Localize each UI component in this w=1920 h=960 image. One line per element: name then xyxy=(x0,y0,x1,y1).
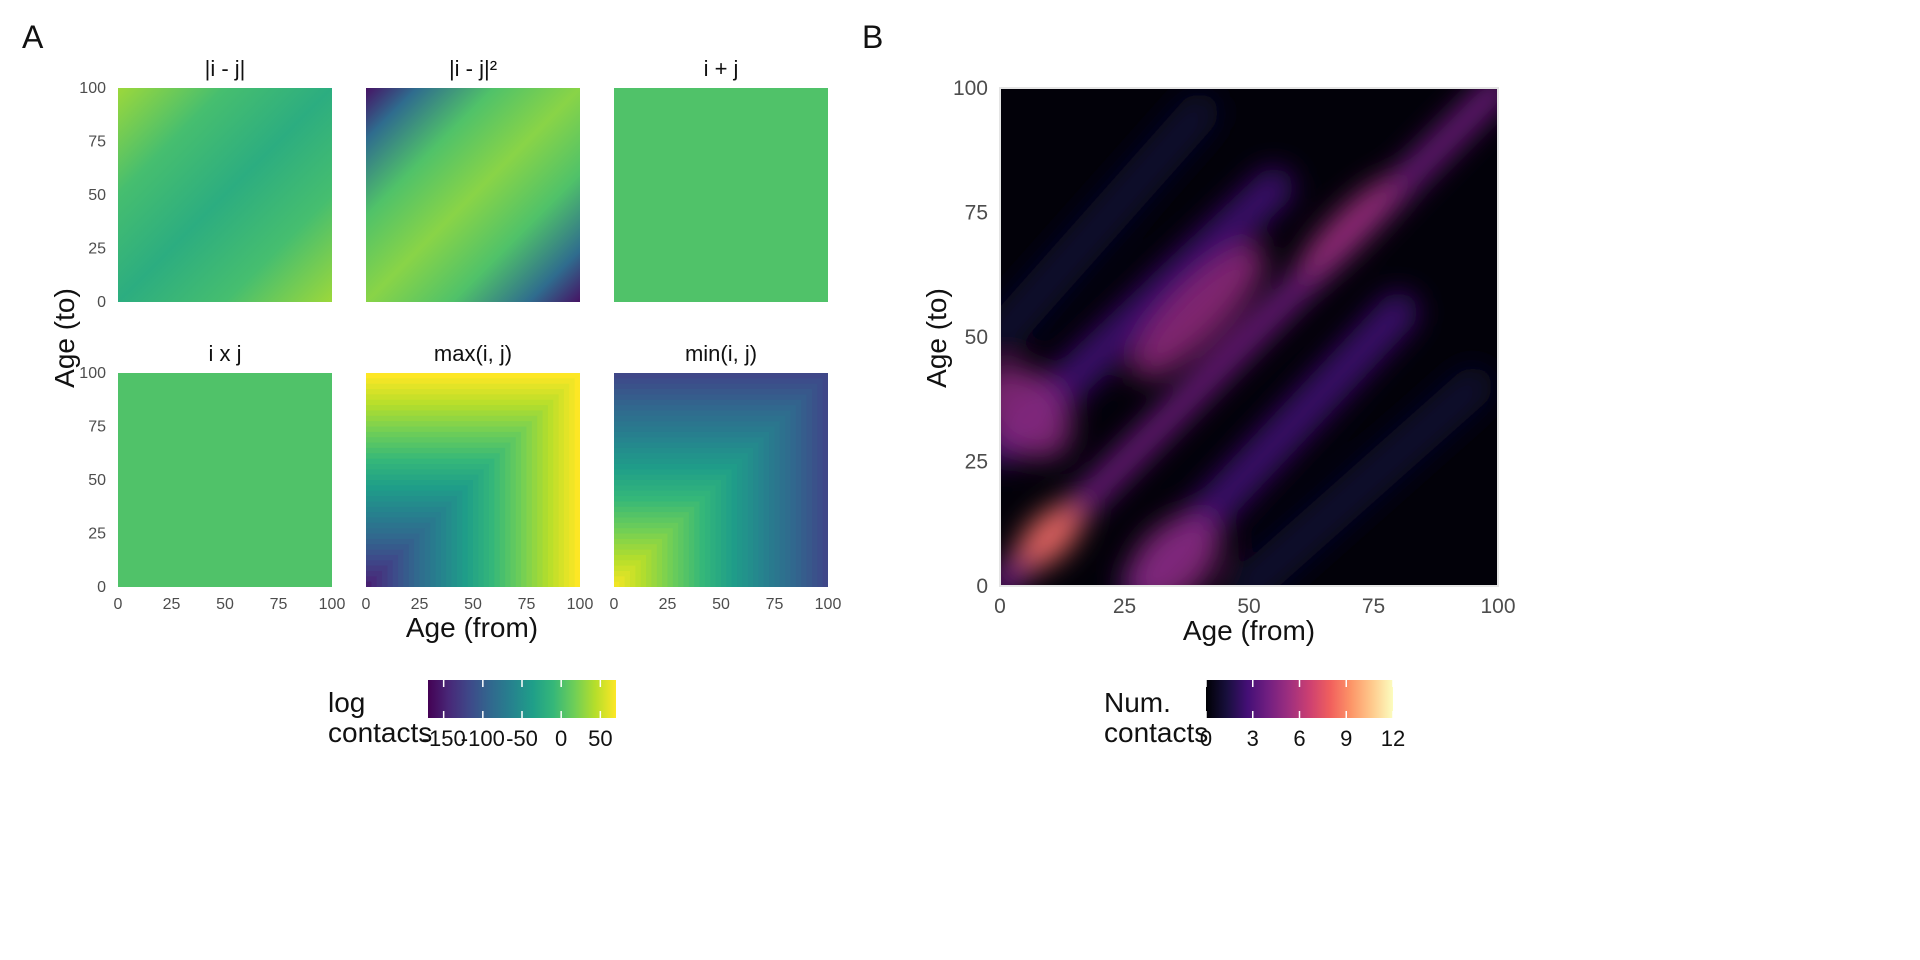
contact-hotspot xyxy=(1297,176,1400,279)
colorbar-tick-label: 6 xyxy=(1293,726,1305,751)
heatmap-band xyxy=(366,581,372,587)
heatmap-tile xyxy=(366,88,580,302)
x-tick-label: 75 xyxy=(518,596,536,613)
y-tick-label: 0 xyxy=(97,294,106,311)
x-tick-label: 100 xyxy=(1480,595,1515,618)
heatmap-tile xyxy=(614,88,828,302)
x-tick-label: 50 xyxy=(216,596,234,613)
x-tick-label: 0 xyxy=(610,596,619,613)
colorbar-tick-label: -150 xyxy=(422,726,466,751)
y-tick-label: 0 xyxy=(97,579,106,596)
y-tick-label: 50 xyxy=(965,326,988,349)
y-tick-label: 25 xyxy=(965,451,988,474)
x-tick-label: 100 xyxy=(319,596,346,613)
x-tick-label: 50 xyxy=(1237,595,1260,618)
facet-4: max(i, j) 0 25 50 75 100 xyxy=(362,341,594,613)
facet-1: |i - j|² xyxy=(366,56,580,302)
x-tick-label: 0 xyxy=(114,596,123,613)
contact-band xyxy=(1229,366,1494,586)
y-tick-label: 100 xyxy=(79,80,106,97)
y-tick-label: 25 xyxy=(88,526,106,543)
y-tick-label: 100 xyxy=(79,365,106,382)
y-axis-label: Age (to) xyxy=(921,288,952,388)
x-tick-label: 25 xyxy=(163,596,181,613)
legend-title: Num. xyxy=(1104,687,1171,718)
x-tick-label: 50 xyxy=(464,596,482,613)
y-tick-label: 75 xyxy=(965,202,988,225)
y-tick-label: 0 xyxy=(976,575,988,598)
colorbar-tick-label: 0 xyxy=(555,726,567,751)
facet-title: |i - j| xyxy=(205,56,246,81)
x-tick-label: 25 xyxy=(1113,595,1136,618)
y-tick-label: 75 xyxy=(88,419,106,436)
y-tick-label: 50 xyxy=(88,472,106,489)
y-tick-label: 75 xyxy=(88,134,106,151)
x-tick-label: 75 xyxy=(1362,595,1385,618)
contact-matrix xyxy=(1000,88,1498,586)
facet-title: max(i, j) xyxy=(434,341,512,366)
legend-title: contacts xyxy=(328,717,432,748)
panel-a: |i - j| 0 25 50 75 100 |i - j|² i + j i x j 0 25 50… xyxy=(22,19,841,643)
contact-hotspot xyxy=(1017,503,1083,569)
legend-title: log xyxy=(328,687,365,718)
colorbar-tick-label: -50 xyxy=(506,726,538,751)
contact-band xyxy=(1000,92,1220,357)
contact-hotspot xyxy=(1000,364,1073,459)
facet-0: |i - j| 0 25 50 75 100 xyxy=(79,56,332,311)
panel-label-b: B xyxy=(862,19,883,55)
y-tick-label: 50 xyxy=(88,187,106,204)
colorbar-tick-label: -100 xyxy=(461,726,505,751)
x-tick-label: 75 xyxy=(270,596,288,613)
x-axis-label: Age (from) xyxy=(1183,615,1315,646)
colorbar-tick-label: 12 xyxy=(1381,726,1405,751)
facet-title: |i - j|² xyxy=(449,56,497,81)
colorbar-tick-label: 50 xyxy=(588,726,612,751)
facet-2: i + j xyxy=(614,56,828,302)
contact-band xyxy=(1000,88,1498,586)
x-tick-label: 100 xyxy=(815,596,842,613)
panel-b: 0 25 50 75 100 0 25 50 75 100 Age (from) Age (to) B xyxy=(862,19,1516,646)
x-tick-label: 0 xyxy=(994,595,1006,618)
facet-title: min(i, j) xyxy=(685,341,757,366)
x-tick-label: 0 xyxy=(362,596,371,613)
legend-title: contacts xyxy=(1104,717,1208,748)
x-tick-label: 25 xyxy=(411,596,429,613)
x-tick-label: 25 xyxy=(659,596,677,613)
x-axis-label: Age (from) xyxy=(406,612,538,643)
contact-hotspot xyxy=(1132,245,1266,379)
y-tick-label: 25 xyxy=(88,241,106,258)
x-tick-label: 50 xyxy=(712,596,730,613)
facet-5: min(i, j) 0 25 50 75 100 xyxy=(610,341,842,613)
panel-label-a: A xyxy=(22,19,44,55)
x-tick-label: 75 xyxy=(766,596,784,613)
colorbar-tick-label: 9 xyxy=(1340,726,1352,751)
contact-hotspot xyxy=(1127,514,1221,586)
colorbar-tick-label: 0 xyxy=(1200,726,1212,751)
heatmap-band xyxy=(614,581,620,587)
facet-title: i + j xyxy=(704,56,739,81)
y-tick-label: 100 xyxy=(953,77,988,100)
panel-border xyxy=(999,87,1499,587)
facet-title: i x j xyxy=(209,341,242,366)
y-axis-label: Age (to) xyxy=(49,288,80,388)
heatmap-tile xyxy=(118,373,332,587)
heatmap-tile xyxy=(118,88,332,302)
x-tick-label: 100 xyxy=(567,596,594,613)
colorbar-tick-label: 3 xyxy=(1247,726,1259,751)
facet-3: i x j 0 25 50 75 100 0 25 50 75 100 xyxy=(79,341,345,613)
